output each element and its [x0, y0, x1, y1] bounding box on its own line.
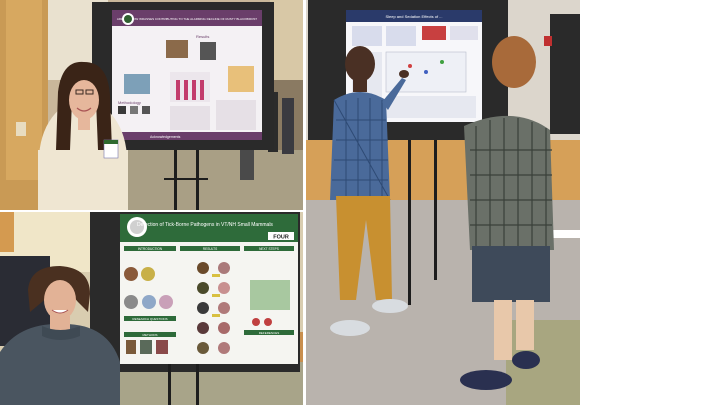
poster-heading-acknowledgements: Acknowledgements [150, 135, 181, 139]
poster-heading-introduction: INTRODUCTION [138, 247, 163, 251]
poster-heading-methodology: Methodology [118, 100, 141, 105]
photo-bottom-left: Detection of Tick-Borne Pathogens in VT/… [0, 212, 303, 405]
poster-heading-next-steps: NEXT STEPS [259, 247, 279, 251]
poster-title: ARE RAINBOW WRASSES CONTRIBUTING TO THE … [117, 17, 257, 21]
poster-heading-research-questions: RESEARCH QUESTIONS [132, 317, 167, 321]
poster-heading-methods: METHODS [143, 333, 158, 337]
photo-top-left: ARE RAINBOW WRASSES CONTRIBUTING TO THE … [0, 0, 303, 210]
photo-right: Sleep and Sedation Effects of ... [306, 0, 580, 405]
poster-heading-references: REFERENCES [259, 331, 280, 335]
poster-heading-results: Results [196, 34, 209, 39]
poster-title: Detection of Tick-Borne Pathogens in VT/… [137, 222, 273, 228]
poster-badge: FOUR [273, 235, 289, 241]
poster-heading-results: RESULTS [203, 247, 217, 251]
poster-title: Sleep and Sedation Effects of ... [385, 14, 442, 19]
